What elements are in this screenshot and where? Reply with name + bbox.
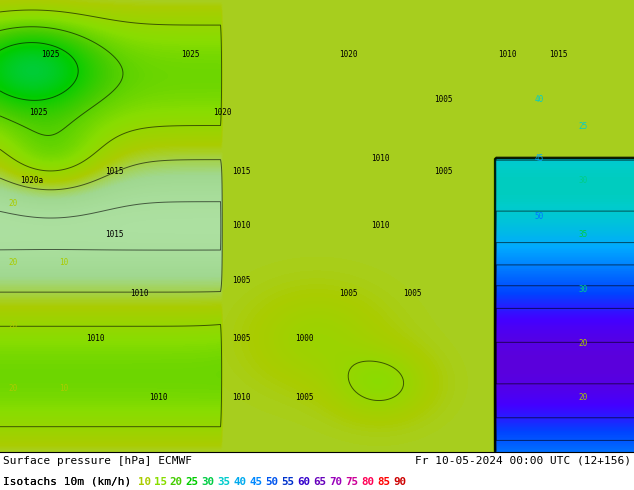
Text: 20: 20 (169, 477, 183, 487)
Text: 35: 35 (217, 477, 231, 487)
Text: 1010: 1010 (498, 49, 517, 59)
Text: 1010: 1010 (371, 221, 390, 230)
Text: 50: 50 (266, 477, 278, 487)
Text: 1010: 1010 (130, 289, 149, 298)
Text: 85: 85 (377, 477, 391, 487)
Text: 45: 45 (250, 477, 262, 487)
Text: 1005: 1005 (231, 334, 250, 343)
Text: 45: 45 (534, 154, 543, 163)
Text: 30: 30 (579, 285, 588, 294)
Text: 30: 30 (579, 176, 588, 185)
Text: 1025: 1025 (41, 49, 60, 59)
Text: 65: 65 (314, 477, 327, 487)
Text: 1005: 1005 (231, 275, 250, 285)
Text: 80: 80 (361, 477, 375, 487)
Text: Fr 10-05-2024 00:00 UTC (12+156): Fr 10-05-2024 00:00 UTC (12+156) (415, 456, 631, 466)
Text: 1020: 1020 (339, 49, 358, 59)
Text: 40: 40 (233, 477, 247, 487)
Text: 20: 20 (579, 339, 588, 348)
Text: 1005: 1005 (295, 393, 314, 402)
Text: 25: 25 (186, 477, 198, 487)
Text: 20: 20 (8, 258, 17, 267)
Text: 10: 10 (59, 258, 68, 267)
Text: 1025: 1025 (181, 49, 200, 59)
Text: 1015: 1015 (105, 230, 124, 240)
Text: 1010: 1010 (231, 221, 250, 230)
Text: 1005: 1005 (434, 167, 453, 176)
Text: 35: 35 (579, 230, 588, 240)
Text: 1020: 1020 (212, 108, 231, 118)
Text: 75: 75 (346, 477, 359, 487)
Text: 90: 90 (394, 477, 406, 487)
Text: 10: 10 (59, 384, 68, 393)
Text: 20: 20 (579, 393, 588, 402)
Text: 1005: 1005 (434, 95, 453, 104)
Text: Isotachs 10m (km/h): Isotachs 10m (km/h) (3, 477, 138, 487)
Text: 20: 20 (8, 321, 17, 330)
Text: 20: 20 (8, 199, 17, 208)
Text: 40: 40 (534, 95, 543, 104)
Text: 1005: 1005 (339, 289, 358, 298)
Text: 1010: 1010 (86, 334, 105, 343)
Text: 25: 25 (579, 122, 588, 131)
Text: 30: 30 (202, 477, 214, 487)
Text: 1025: 1025 (29, 108, 48, 118)
Text: 1015: 1015 (548, 49, 567, 59)
Text: 1010: 1010 (149, 393, 168, 402)
Text: 1015: 1015 (231, 167, 250, 176)
Text: 10: 10 (138, 477, 150, 487)
Text: 1010: 1010 (371, 154, 390, 163)
Text: 60: 60 (297, 477, 311, 487)
Text: 70: 70 (330, 477, 342, 487)
Text: 20: 20 (8, 384, 17, 393)
Text: 50: 50 (534, 212, 543, 221)
Text: 1015: 1015 (105, 167, 124, 176)
Text: 1010: 1010 (231, 393, 250, 402)
Text: 1005: 1005 (403, 289, 422, 298)
Text: 55: 55 (281, 477, 295, 487)
Text: Isotachs 10m (km/h): Isotachs 10m (km/h) (3, 477, 138, 487)
Text: Surface pressure [hPa] ECMWF: Surface pressure [hPa] ECMWF (3, 456, 191, 466)
Text: 15: 15 (153, 477, 167, 487)
Text: 1020a: 1020a (20, 176, 43, 185)
Text: 1000: 1000 (295, 334, 314, 343)
